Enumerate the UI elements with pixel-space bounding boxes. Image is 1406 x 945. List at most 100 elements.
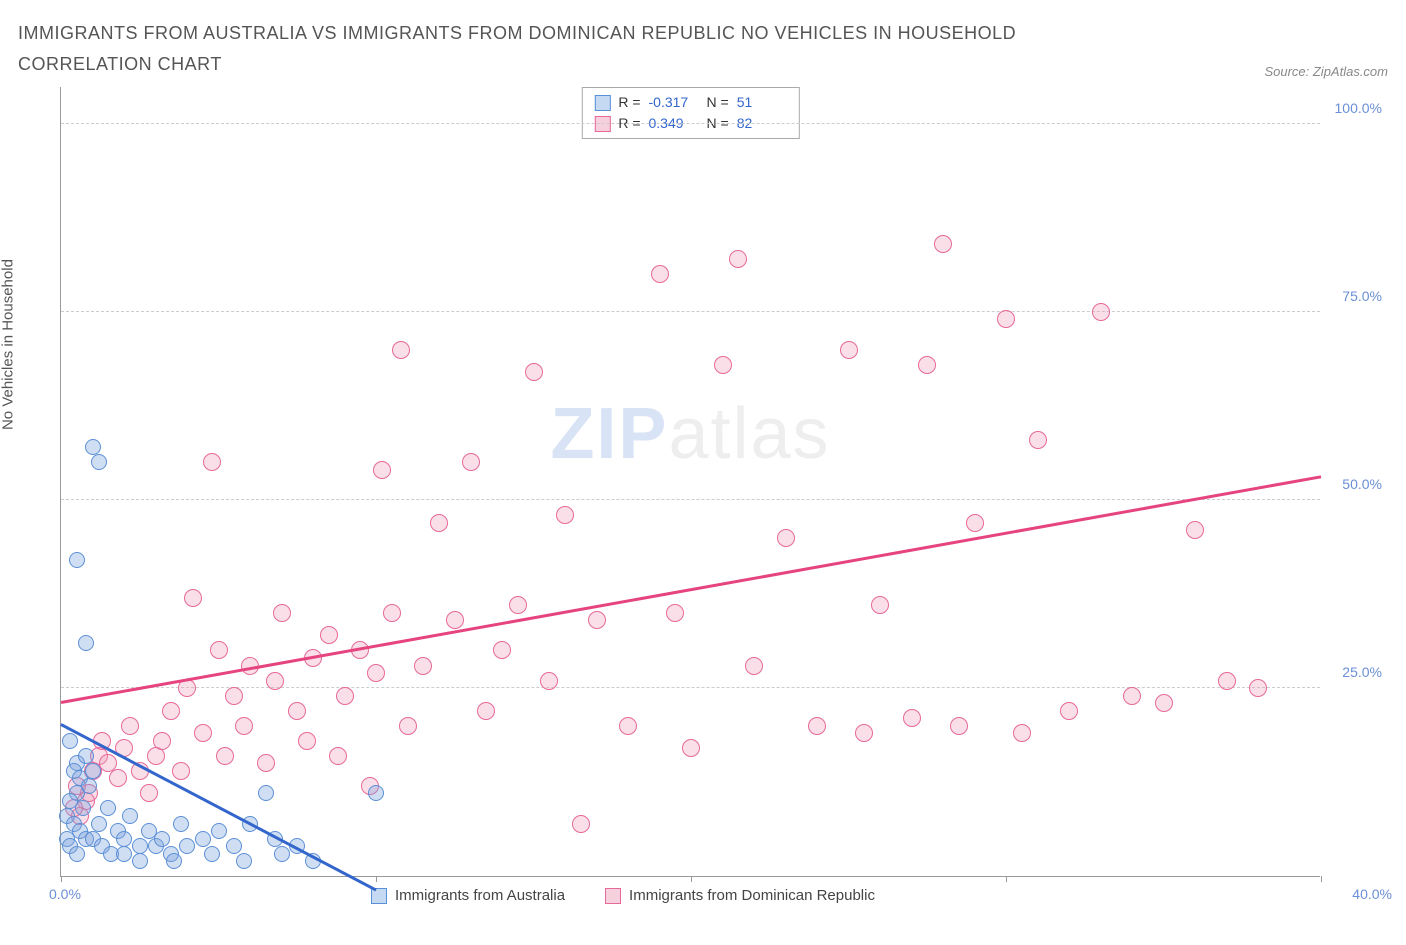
swatch-blue	[594, 95, 610, 111]
data-point	[154, 831, 170, 847]
data-point	[91, 816, 107, 832]
data-point	[430, 514, 448, 532]
data-point	[336, 687, 354, 705]
data-point	[1029, 431, 1047, 449]
data-point	[216, 747, 234, 765]
data-point	[666, 604, 684, 622]
data-point	[556, 506, 574, 524]
legend-label-pink: Immigrants from Dominican Republic	[629, 887, 875, 904]
data-point	[903, 709, 921, 727]
data-point	[225, 687, 243, 705]
data-point	[211, 823, 227, 839]
data-point	[173, 816, 189, 832]
data-point	[257, 754, 275, 772]
x-tick	[1006, 876, 1007, 882]
data-point	[184, 589, 202, 607]
data-point	[399, 717, 417, 735]
data-point	[203, 453, 221, 471]
bottom-legend: Immigrants from Australia Immigrants fro…	[371, 887, 875, 904]
legend-swatch-pink	[605, 888, 621, 904]
data-point	[69, 552, 85, 568]
gridline	[61, 123, 1320, 124]
data-point	[525, 363, 543, 381]
legend-item-pink: Immigrants from Dominican Republic	[605, 887, 875, 904]
x-tick-label-start: 0.0%	[49, 886, 81, 902]
data-point	[373, 461, 391, 479]
data-point	[808, 717, 826, 735]
data-point	[540, 672, 558, 690]
chart-container: No Vehicles in Household ZIPatlas R = -0…	[18, 87, 1388, 927]
data-point	[997, 310, 1015, 328]
data-point	[729, 250, 747, 268]
data-point	[383, 604, 401, 622]
watermark: ZIPatlas	[550, 393, 830, 475]
data-point	[75, 800, 91, 816]
data-point	[85, 763, 101, 779]
data-point	[1186, 521, 1204, 539]
data-point	[918, 356, 936, 374]
data-point	[714, 356, 732, 374]
data-point	[682, 739, 700, 757]
plot-area: ZIPatlas R = -0.317 N = 51 R = 0.349 N =…	[60, 87, 1320, 877]
data-point	[195, 831, 211, 847]
legend-label-blue: Immigrants from Australia	[395, 887, 565, 904]
data-point	[320, 626, 338, 644]
y-tick-label: 25.0%	[1342, 664, 1382, 680]
x-tick-label-end: 40.0%	[1352, 886, 1392, 902]
data-point	[367, 664, 385, 682]
data-point	[100, 800, 116, 816]
data-point	[745, 657, 763, 675]
data-point	[204, 846, 220, 862]
data-point	[172, 762, 190, 780]
stats-row-blue: R = -0.317 N = 51	[594, 92, 786, 113]
page-title: IMMIGRANTS FROM AUSTRALIA VS IMMIGRANTS …	[18, 18, 1118, 79]
data-point	[871, 596, 889, 614]
data-point	[236, 853, 252, 869]
data-point	[298, 732, 316, 750]
source-credit: Source: ZipAtlas.com	[1264, 64, 1388, 79]
data-point	[392, 341, 410, 359]
data-point	[414, 657, 432, 675]
data-point	[116, 846, 132, 862]
y-tick-label: 100.0%	[1335, 100, 1382, 116]
data-point	[266, 672, 284, 690]
data-point	[572, 815, 590, 833]
data-point	[855, 724, 873, 742]
data-point	[1155, 694, 1173, 712]
legend-item-blue: Immigrants from Australia	[371, 887, 565, 904]
trendline	[61, 475, 1321, 703]
data-point	[329, 747, 347, 765]
data-point	[274, 846, 290, 862]
data-point	[194, 724, 212, 742]
data-point	[1249, 679, 1267, 697]
data-point	[477, 702, 495, 720]
data-point	[226, 838, 242, 854]
x-tick	[376, 876, 377, 882]
data-point	[78, 635, 94, 651]
data-point	[273, 604, 291, 622]
data-point	[85, 439, 101, 455]
data-point	[840, 341, 858, 359]
data-point	[62, 733, 78, 749]
data-point	[258, 785, 274, 801]
data-point	[162, 702, 180, 720]
data-point	[934, 235, 952, 253]
data-point	[179, 838, 195, 854]
data-point	[1218, 672, 1236, 690]
data-point	[78, 748, 94, 764]
x-tick	[1321, 876, 1322, 882]
data-point	[1123, 687, 1141, 705]
data-point	[116, 831, 132, 847]
data-point	[493, 641, 511, 659]
data-point	[651, 265, 669, 283]
gridline	[61, 311, 1320, 312]
data-point	[966, 514, 984, 532]
data-point	[81, 778, 97, 794]
data-point	[69, 846, 85, 862]
data-point	[1013, 724, 1031, 742]
data-point	[950, 717, 968, 735]
data-point	[109, 769, 127, 787]
data-point	[153, 732, 171, 750]
data-point	[91, 454, 107, 470]
data-point	[166, 853, 182, 869]
